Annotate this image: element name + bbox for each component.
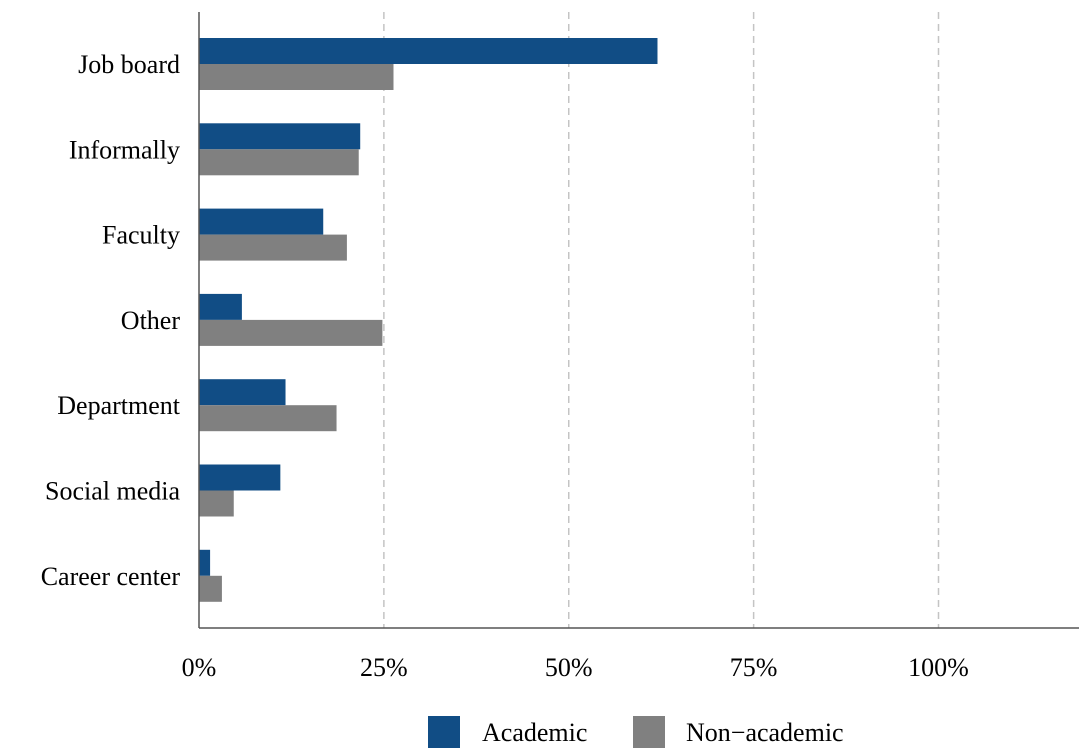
legend: Academic Non−academic [428, 716, 844, 748]
bar-informally-non-academic [199, 149, 359, 176]
category-label-other: Other [121, 306, 181, 335]
bar-social-media-non-academic [199, 490, 234, 517]
bars [199, 38, 658, 602]
bar-career-center-academic [199, 549, 211, 576]
bar-job-board-academic [199, 38, 658, 64]
x-tick-labels: 0% 25% 50% 75% 100% [182, 653, 969, 682]
category-label-social-media: Social media [45, 477, 180, 506]
axes [198, 12, 1079, 629]
bar-faculty-non-academic [199, 234, 347, 261]
bar-social-media-academic [199, 464, 281, 491]
bar-job-board-non-academic [199, 64, 394, 90]
x-tick-label-0: 0% [182, 653, 217, 682]
grid-lines [383, 12, 940, 628]
bar-career-center-non-academic [199, 575, 222, 602]
x-tick-label-75: 75% [730, 653, 778, 682]
legend-label-academic: Academic [482, 718, 587, 747]
category-label-career-center: Career center [41, 562, 181, 591]
bar-department-non-academic [199, 405, 337, 432]
legend-label-non-academic: Non−academic [686, 718, 844, 747]
bar-faculty-academic [199, 208, 324, 235]
bar-informally-academic [199, 123, 361, 150]
category-label-faculty: Faculty [102, 221, 180, 250]
x-tick-label-25: 25% [360, 653, 408, 682]
legend-swatch-non-academic [633, 716, 665, 748]
category-label-job-board: Job board [78, 50, 180, 79]
bar-other-non-academic [199, 319, 383, 346]
x-tick-label-100: 100% [908, 653, 969, 682]
bar-other-academic [199, 293, 242, 320]
category-label-informally: Informally [69, 135, 180, 164]
category-label-department: Department [57, 391, 181, 420]
x-tick-label-50: 50% [545, 653, 593, 682]
category-labels: Job board Informally Faculty Other Departmen… [41, 50, 181, 591]
bar-department-academic [199, 379, 286, 406]
legend-swatch-academic [428, 716, 460, 748]
